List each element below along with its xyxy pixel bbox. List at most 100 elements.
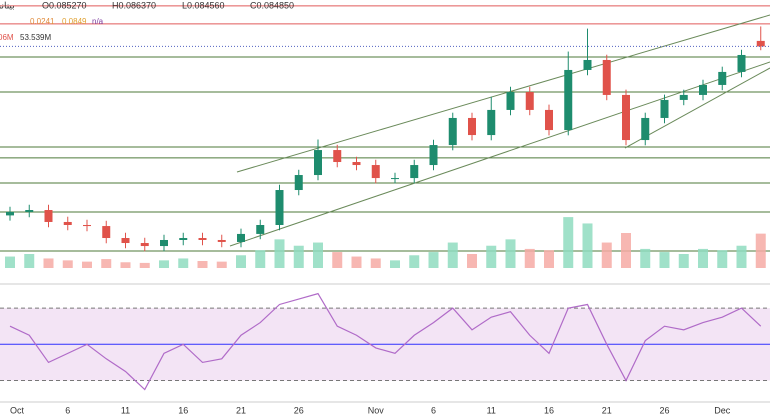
volume-bar bbox=[717, 250, 728, 268]
candle-body bbox=[756, 40, 765, 47]
candle-body bbox=[140, 243, 149, 247]
ohlc-l: L0.084560 bbox=[182, 0, 225, 10]
x-tick-label: Nov bbox=[368, 405, 385, 415]
volume-bar bbox=[486, 245, 497, 268]
volume-bar bbox=[409, 255, 420, 268]
candle-body bbox=[718, 71, 727, 85]
volume-bar bbox=[24, 254, 35, 268]
volume-bar bbox=[197, 261, 208, 268]
indicator-value: n/a bbox=[92, 17, 104, 26]
candle-body bbox=[391, 178, 399, 180]
candle-body bbox=[410, 165, 419, 179]
volume-bar bbox=[293, 245, 304, 268]
x-tick-label: 26 bbox=[294, 405, 304, 415]
candle-body bbox=[737, 54, 746, 72]
volume-bar bbox=[582, 223, 593, 268]
candle-body bbox=[275, 190, 284, 225]
x-tick-label: 26 bbox=[659, 405, 669, 415]
volume-bar bbox=[505, 239, 516, 268]
volume-bar bbox=[428, 252, 439, 268]
indicator-value: 0.0849 bbox=[62, 17, 87, 26]
candle-body bbox=[468, 117, 476, 136]
volume-bar bbox=[755, 233, 766, 268]
candle-body bbox=[83, 224, 91, 227]
x-tick-label: 6 bbox=[65, 405, 70, 415]
candle-body bbox=[641, 117, 650, 141]
candle-body bbox=[6, 211, 14, 216]
trend-line bbox=[229, 61, 770, 247]
volume-bar bbox=[313, 242, 323, 268]
volume-bar bbox=[332, 252, 343, 268]
x-tick-label: 16 bbox=[178, 405, 188, 415]
candle-body bbox=[525, 92, 534, 110]
volume-bar bbox=[621, 233, 631, 268]
ohlc-o: O0.085270 bbox=[42, 0, 87, 10]
volume-bar bbox=[467, 254, 477, 268]
candle-body bbox=[25, 210, 34, 212]
rsi-line bbox=[9, 292, 762, 391]
candle-body bbox=[237, 233, 245, 242]
candle-body bbox=[583, 59, 592, 70]
volume-bar bbox=[159, 260, 169, 268]
volume-bar bbox=[139, 262, 150, 268]
volume-bar bbox=[698, 248, 708, 268]
volume-bar bbox=[563, 217, 574, 268]
ohlc-h: H0.086370 bbox=[112, 0, 156, 10]
candle-body bbox=[564, 69, 573, 131]
volume-bar bbox=[274, 239, 285, 268]
x-tick-label: 16 bbox=[544, 405, 554, 415]
candle-body bbox=[506, 92, 515, 110]
candle-body bbox=[198, 238, 207, 240]
candle-body bbox=[622, 94, 630, 141]
volume-bar bbox=[390, 260, 400, 268]
x-tick-label: 6 bbox=[431, 405, 436, 415]
candle-body bbox=[352, 162, 361, 166]
volume-bar bbox=[236, 255, 246, 268]
volume-bar bbox=[351, 256, 362, 268]
candle-body bbox=[679, 94, 688, 100]
candle-body bbox=[314, 150, 322, 176]
x-tick-label: 11 bbox=[121, 405, 130, 415]
volume-bar bbox=[82, 261, 92, 268]
candle-body bbox=[160, 239, 168, 247]
volume-bar bbox=[216, 261, 227, 268]
candle-body bbox=[487, 109, 496, 136]
trend-line bbox=[236, 14, 770, 173]
volume-bar bbox=[447, 242, 458, 268]
x-tick-label: Dec bbox=[714, 405, 731, 415]
volume-bar bbox=[101, 259, 112, 268]
x-tick-label: Oct bbox=[10, 405, 25, 415]
candle-body bbox=[333, 150, 342, 163]
volume-bar bbox=[659, 252, 670, 268]
symbol: بينانس bbox=[0, 0, 15, 11]
volume-bar bbox=[736, 245, 747, 268]
candle-body bbox=[63, 221, 72, 225]
x-tick-label: 21 bbox=[236, 405, 246, 415]
candle-body bbox=[660, 99, 669, 118]
volume-label: 53.539M bbox=[20, 33, 51, 42]
volume-bar bbox=[370, 258, 381, 268]
candle-body bbox=[121, 238, 130, 244]
volume-bar bbox=[640, 248, 651, 268]
volume-label: 06M bbox=[0, 33, 14, 42]
volume-bar bbox=[178, 258, 189, 268]
volume-bar bbox=[255, 250, 266, 268]
ohlc-c: C0.084850 bbox=[250, 0, 294, 10]
volume-bar bbox=[62, 260, 73, 268]
candle-body bbox=[448, 117, 457, 146]
candle-body bbox=[256, 224, 265, 234]
candle-body bbox=[217, 239, 226, 242]
candle-body bbox=[294, 175, 303, 191]
volume-bar bbox=[43, 258, 54, 268]
candle-body bbox=[44, 210, 53, 222]
volume-bar bbox=[524, 248, 535, 268]
x-tick-label: 11 bbox=[487, 405, 496, 415]
indicator-value: 0.0241 bbox=[30, 17, 55, 26]
candle-body bbox=[371, 165, 380, 179]
candle-body bbox=[429, 145, 438, 166]
volume-bar bbox=[120, 262, 131, 268]
volume-bar bbox=[601, 242, 612, 268]
volume-bar bbox=[544, 250, 554, 268]
candle-body bbox=[102, 226, 111, 239]
